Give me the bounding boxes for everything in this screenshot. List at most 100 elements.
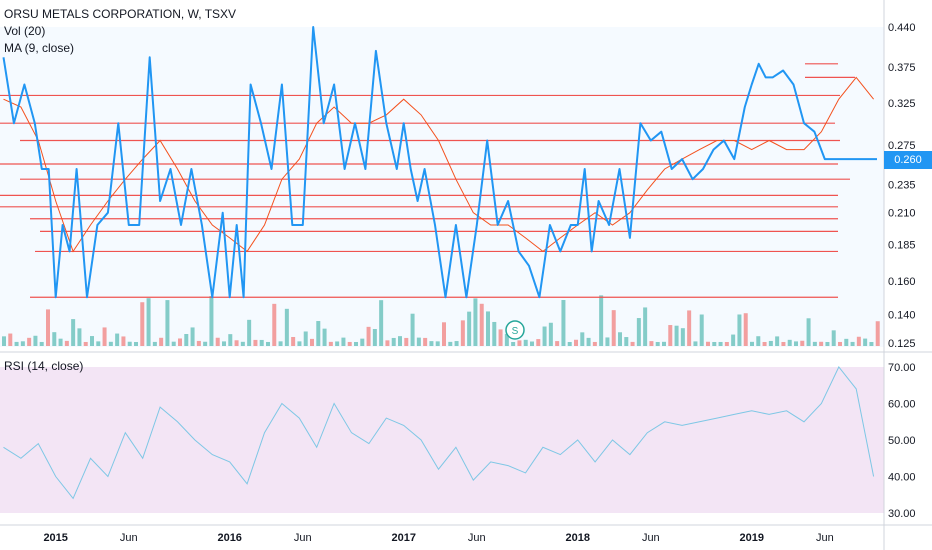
volume-bar	[442, 322, 446, 346]
vol-legend: Vol (20)	[4, 24, 46, 38]
volume-bar	[548, 322, 553, 346]
volume-bar	[787, 339, 792, 346]
rsi-axis-tick: 30.00	[888, 508, 916, 520]
volume-bar	[39, 341, 44, 346]
volume-bar	[360, 338, 365, 346]
volume-bar	[159, 337, 164, 346]
volume-bar	[831, 330, 836, 346]
volume-bar	[706, 341, 710, 346]
ma-legend: MA (9, close)	[4, 41, 75, 55]
volume-bar	[27, 337, 32, 346]
volume-bar	[266, 341, 270, 346]
volume-bar	[504, 333, 509, 346]
volume-bar	[574, 339, 578, 346]
volume-bar	[8, 333, 13, 346]
volume-bar	[259, 339, 264, 346]
split-event-label: S	[512, 326, 519, 337]
volume-bar	[83, 341, 88, 346]
volume-bar	[844, 338, 849, 346]
volume-bar	[467, 311, 472, 346]
volume-bar	[473, 298, 478, 346]
volume-bar	[435, 341, 440, 346]
volume-bar	[171, 341, 176, 346]
volume-bar	[127, 341, 132, 346]
volume-bar	[536, 339, 541, 346]
volume-bar	[46, 309, 50, 346]
volume-bar	[869, 341, 874, 346]
volume-bar	[190, 327, 195, 346]
volume-bar	[806, 318, 811, 346]
volume-bar	[429, 341, 434, 346]
volume-bar	[599, 295, 604, 346]
volume-bar	[850, 341, 855, 346]
volume-bar	[756, 336, 761, 346]
price-axis-tick: 0.210	[888, 208, 916, 220]
volume-bar	[385, 340, 390, 346]
volume-bar	[731, 334, 736, 346]
volume-bar	[398, 336, 402, 346]
volume-bar	[523, 339, 528, 346]
time-axis-tick: Jun	[294, 532, 312, 544]
volume-bar	[724, 341, 729, 346]
time-axis-tick: Jun	[642, 532, 660, 544]
volume-bar	[649, 341, 654, 346]
price-axis-tick: 0.440	[888, 22, 916, 34]
volume-bar	[687, 310, 692, 346]
volume-bar	[416, 337, 421, 346]
time-axis-tick: Jun	[120, 532, 138, 544]
volume-bar	[347, 341, 352, 346]
volume-bar	[310, 338, 314, 346]
volume-bar	[366, 326, 371, 346]
volume-bar	[448, 341, 453, 346]
price-axis-tick: 0.160	[888, 276, 916, 288]
volume-bar	[303, 331, 308, 346]
volume-bar	[511, 341, 516, 346]
volume-bar	[196, 340, 201, 346]
price-axis-tick: 0.235	[888, 179, 916, 191]
volume-bar	[328, 341, 333, 346]
price-axis-tick: 0.375	[888, 62, 916, 74]
volume-bar	[115, 333, 120, 346]
volume-bar	[775, 336, 780, 346]
time-axis-tick: 2019	[740, 532, 764, 544]
volume-bar	[819, 341, 824, 346]
volume-bar	[284, 308, 289, 346]
price-axis-tick: 0.185	[888, 240, 916, 252]
volume-bar	[140, 302, 145, 346]
volume-bar	[165, 300, 170, 346]
volume-bar	[460, 320, 465, 346]
price-axis-tick: 0.140	[888, 310, 916, 322]
volume-bar	[794, 341, 798, 346]
volume-bar	[592, 341, 597, 346]
volume-bar	[875, 321, 880, 346]
volume-bar	[580, 332, 585, 346]
volume-bar	[655, 341, 660, 346]
volume-bar	[636, 318, 641, 346]
volume-bar	[768, 340, 773, 346]
volume-bar	[624, 337, 629, 346]
volume-bar	[586, 337, 591, 346]
volume-bar	[693, 341, 698, 346]
volume-bar	[297, 341, 302, 346]
volume-bar	[58, 338, 63, 346]
volume-bar	[856, 336, 861, 346]
volume-bar	[341, 337, 346, 346]
time-axis-tick: 2015	[43, 532, 67, 544]
volume-bar	[33, 335, 38, 346]
volume-bar	[750, 341, 754, 346]
volume-bar	[64, 340, 69, 346]
volume-bar	[737, 314, 742, 346]
rsi-axis-tick: 70.00	[888, 362, 916, 374]
volume-bar	[121, 336, 126, 346]
split-event-marker	[505, 320, 525, 340]
time-axis-tick: Jun	[468, 532, 486, 544]
volume-bar	[372, 329, 377, 346]
volume-bar	[354, 341, 358, 346]
volume-bar	[486, 311, 490, 346]
volume-bar	[674, 325, 679, 346]
volume-bar	[90, 336, 94, 346]
ma-line	[3, 76, 874, 253]
volume-bar	[291, 336, 296, 346]
rsi-band	[0, 367, 884, 513]
